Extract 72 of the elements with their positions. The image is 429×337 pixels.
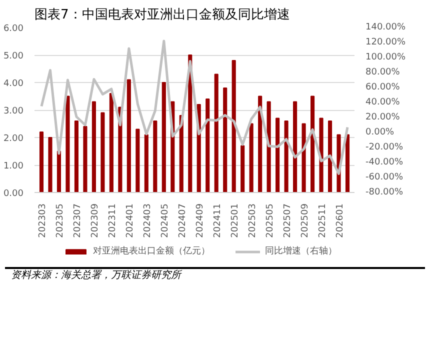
bar xyxy=(39,132,44,192)
y2-tick-label: 100.00% xyxy=(366,52,406,62)
x-tick-label: 202311 xyxy=(108,203,118,238)
bar xyxy=(83,126,88,192)
bar xyxy=(223,88,228,192)
y2-tick-label: 40.00% xyxy=(366,98,400,108)
x-tick-label: 202403 xyxy=(142,203,153,238)
bar xyxy=(293,101,298,192)
bar xyxy=(126,79,131,192)
bar xyxy=(276,118,280,192)
text: 资料来源：海关总署，万联证券研究所 xyxy=(11,269,181,283)
legend-label: 对亚洲电表出口金额（亿元） xyxy=(93,245,210,258)
bar xyxy=(310,96,315,192)
bar xyxy=(144,134,148,192)
x-tick-label: 202509 xyxy=(300,203,310,238)
bar xyxy=(232,60,236,192)
bar xyxy=(74,120,78,192)
y2-tick-label: -20.00% xyxy=(366,142,404,152)
y-tick-label: 6.00 xyxy=(3,24,24,34)
x-tick-label: 202601 xyxy=(335,203,346,238)
y2-tick-label: -60.00% xyxy=(366,172,404,182)
x-tick-label: 202407 xyxy=(178,203,188,238)
x-tick-label: 202507 xyxy=(282,203,293,238)
legend-label: 同比增速（右轴） xyxy=(265,245,337,258)
bar xyxy=(240,145,245,192)
y2-tick-label: 0.00% xyxy=(366,128,395,138)
bar xyxy=(136,128,140,192)
x-tick-label: 202303 xyxy=(38,203,48,238)
x-tick-label: 202409 xyxy=(195,203,206,238)
y-tick-label: 3.00 xyxy=(3,106,24,116)
y-tick-label: 5.00 xyxy=(3,52,24,62)
bar xyxy=(206,98,210,192)
bar xyxy=(92,101,96,192)
x-tick-label: 202501 xyxy=(230,203,240,238)
bar xyxy=(66,96,70,192)
y-tick-label: 4.00 xyxy=(3,79,24,89)
bar xyxy=(162,82,166,192)
y-tick-label: 2.00 xyxy=(3,134,24,144)
x-tick-label: 202503 xyxy=(248,203,258,238)
line-series xyxy=(40,40,349,175)
bar xyxy=(302,123,306,192)
y2-tick-label: 60.00% xyxy=(366,82,400,92)
bar xyxy=(345,134,350,192)
bar xyxy=(214,74,218,192)
y2-tick-label: -40.00% xyxy=(366,158,404,168)
y2-tick-label: -80.00% xyxy=(366,188,404,198)
bar xyxy=(153,120,158,192)
y2-tick-label: 20.00% xyxy=(366,112,400,122)
x-tick-label: 202401 xyxy=(125,203,136,238)
bar xyxy=(109,93,114,192)
bar xyxy=(319,118,324,192)
x-tick-label: 202505 xyxy=(265,203,276,238)
bar xyxy=(100,112,105,192)
y2-tick-label: 140.00% xyxy=(366,22,406,32)
y-tick-label: 1.00 xyxy=(3,162,24,172)
x-tick-label: 202411 xyxy=(212,203,223,238)
x-tick-label: 202309 xyxy=(90,203,100,238)
bar xyxy=(56,150,62,192)
bar xyxy=(284,120,288,192)
x-tick-label: 202511 xyxy=(318,203,328,238)
y2-tick-label: 120.00% xyxy=(366,38,406,48)
bar xyxy=(328,120,332,192)
bar xyxy=(258,96,262,192)
y-tick-label: 0.00 xyxy=(3,189,24,199)
x-tick-label: 202405 xyxy=(160,203,170,238)
bar xyxy=(266,101,271,192)
chart-title: 图表7：中国电表对亚洲出口金额及同比增速 xyxy=(34,8,290,22)
bar xyxy=(249,123,254,192)
bar xyxy=(48,137,52,192)
y2-tick-label: 80.00% xyxy=(366,68,400,78)
x-tick-label: 202305 xyxy=(55,203,66,238)
x-tick-label: 202307 xyxy=(72,203,83,238)
